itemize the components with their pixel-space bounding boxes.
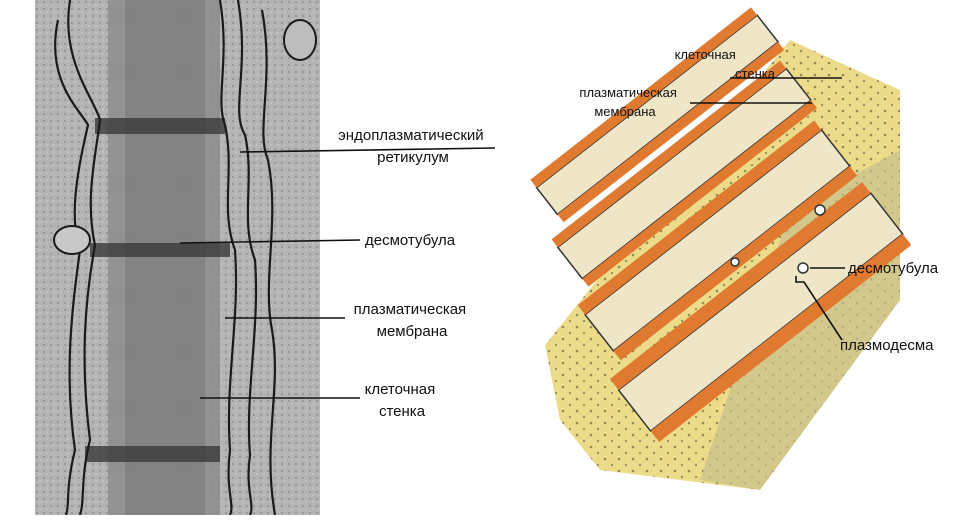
label: клеточная стенка (675, 47, 776, 81)
label: десмотубула (848, 260, 939, 277)
micrograph (35, 0, 320, 515)
leader-line (239, 147, 496, 153)
label: плазмодесма (840, 337, 934, 354)
label: плазматическая мембрана (579, 85, 680, 119)
leader-line (795, 276, 843, 341)
leader-line (179, 239, 361, 244)
label: эндоплазматический ретикулум (338, 127, 488, 166)
label: плазматическая мембрана (354, 301, 471, 340)
label: десмотубула (365, 232, 456, 249)
label: клеточная стенка (365, 381, 440, 420)
plasmodesma-illustration (530, 7, 912, 490)
